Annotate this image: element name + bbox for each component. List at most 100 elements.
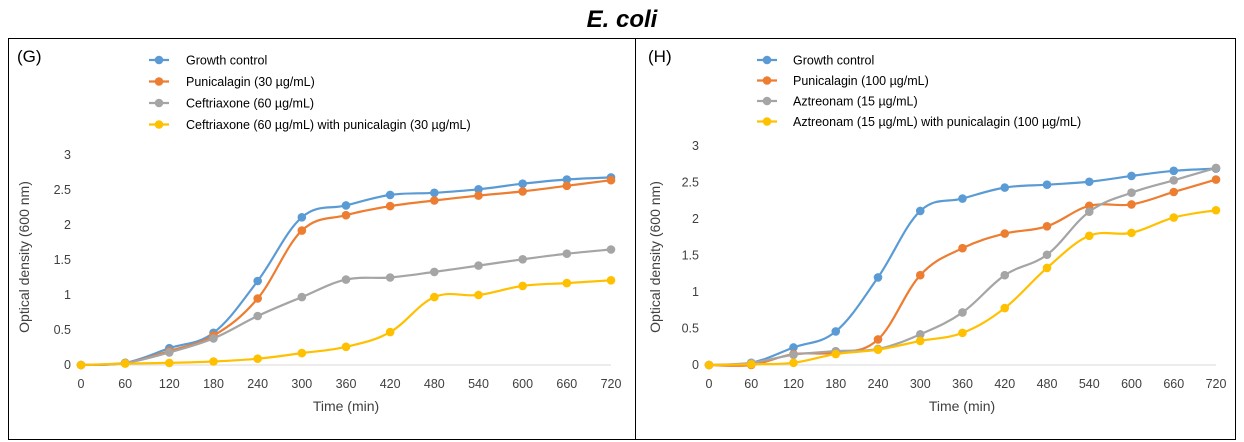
x-tick-label: 180 — [825, 377, 846, 391]
data-point — [915, 330, 925, 339]
x-tick-label: 60 — [744, 377, 758, 391]
data-point — [518, 179, 527, 188]
data-point — [253, 294, 262, 303]
data-point — [297, 213, 307, 222]
x-tick-label: 60 — [118, 377, 132, 391]
legend-marker — [154, 98, 164, 108]
x-tick-label: 420 — [994, 377, 1015, 391]
data-point — [1127, 200, 1136, 209]
data-point — [430, 196, 439, 205]
data-point — [253, 311, 262, 321]
data-point — [1211, 163, 1221, 173]
legend-marker — [154, 55, 164, 65]
data-point — [1211, 175, 1221, 184]
y-tick-label: 2.5 — [54, 183, 71, 197]
data-point — [518, 255, 527, 264]
data-point — [915, 206, 925, 216]
legend-marker — [762, 76, 772, 85]
y-tick-label: 2.5 — [682, 176, 699, 190]
x-tick-label: 540 — [1079, 377, 1100, 391]
data-point — [385, 201, 395, 211]
data-point — [831, 327, 841, 336]
series-line — [708, 178, 1217, 367]
data-point — [474, 185, 483, 194]
data-point — [474, 191, 483, 200]
data-point — [789, 358, 798, 368]
legend-label: Aztreonam (15 µg/mL) — [793, 95, 918, 109]
data-point — [209, 357, 218, 366]
data-point — [1084, 177, 1094, 187]
data-point — [958, 243, 967, 253]
data-point — [1084, 207, 1094, 216]
y-tick-label: 2 — [692, 212, 699, 226]
x-tick-label: 600 — [512, 377, 533, 391]
x-tick-label: 420 — [380, 377, 401, 391]
data-point — [562, 278, 572, 288]
chart-panel-h: (H) 0 60 120 180 240 300 360 420 480 540 600 660 720 0… — [635, 38, 1236, 440]
legend-label: Aztreonam (15 µg/mL) with punicalagin (1… — [793, 115, 1081, 129]
data-point — [165, 358, 174, 368]
data-point — [1127, 171, 1136, 181]
y-tick-label: 3 — [692, 139, 699, 153]
data-point — [385, 273, 395, 282]
data-point — [873, 273, 883, 282]
chart-g: (G)0 60 120 180 240 300 360 420 480 540 600 660 7200… — [16, 47, 622, 414]
legend-marker — [762, 96, 772, 106]
x-tick-label: 720 — [601, 377, 622, 391]
legend-label: Ceftriaxone (60 µg/mL) with punicalagin … — [186, 118, 471, 132]
data-point — [341, 275, 351, 284]
data-point — [789, 343, 798, 352]
legend-label: Punicalagin (100 µg/mL) — [793, 74, 929, 88]
data-point — [1042, 222, 1052, 231]
data-point — [430, 188, 439, 198]
panel-label: (G) — [17, 47, 42, 66]
data-point — [1042, 180, 1052, 189]
x-tick-label: 480 — [1037, 377, 1058, 391]
data-point — [385, 327, 395, 337]
y-tick-label: 2 — [64, 218, 71, 232]
y-tick-label: 0 — [64, 358, 71, 372]
x-tick-label: 120 — [159, 377, 180, 391]
data-point — [341, 342, 351, 352]
x-tick-label: 300 — [291, 377, 312, 391]
legend-label: Ceftriaxone (60 µg/mL) — [186, 97, 314, 111]
data-point — [165, 348, 174, 357]
x-axis-title: Time (min) — [313, 398, 379, 414]
data-point — [1169, 166, 1179, 176]
y-axis-title: Optical density (600 nm) — [16, 181, 32, 333]
y-tick-label: 3 — [64, 148, 71, 162]
legend-label: Punicalagin (30 µg/mL) — [186, 75, 315, 89]
data-point — [385, 190, 395, 200]
chart-panel-g: (G) 0 60 120 180 240 300 360 420 480 540 600 660 720 0… — [8, 38, 636, 440]
data-point — [430, 292, 439, 302]
data-point — [1000, 229, 1010, 238]
data-point — [120, 359, 130, 368]
figure-title: E. coli — [586, 6, 658, 33]
data-point — [1000, 303, 1010, 313]
y-tick-label: 1.5 — [54, 253, 71, 267]
x-tick-label: 660 — [1163, 377, 1184, 391]
legend-marker — [154, 77, 164, 86]
data-point — [1127, 188, 1136, 198]
data-point — [297, 226, 307, 235]
data-point — [562, 175, 572, 184]
data-point — [873, 335, 883, 344]
x-tick-label: 0 — [78, 377, 85, 391]
data-point — [606, 276, 616, 285]
data-point — [76, 360, 86, 370]
legend-marker — [154, 120, 164, 129]
data-point — [1169, 187, 1179, 197]
x-tick-label: 240 — [868, 377, 889, 391]
x-tick-label: 720 — [1206, 377, 1227, 391]
data-point — [341, 201, 351, 210]
data-point — [1042, 250, 1052, 260]
data-point — [1127, 228, 1136, 238]
y-tick-label: 0.5 — [682, 322, 699, 336]
chart-h: (H)0 60 120 180 240 300 360 420 480 540 600 660 7200… — [647, 47, 1227, 414]
x-tick-label: 600 — [1121, 377, 1142, 391]
legend-label: Growth control — [793, 54, 874, 68]
data-point — [873, 345, 883, 354]
data-point — [789, 350, 798, 360]
data-point — [606, 175, 616, 185]
x-tick-label: 300 — [910, 377, 931, 391]
